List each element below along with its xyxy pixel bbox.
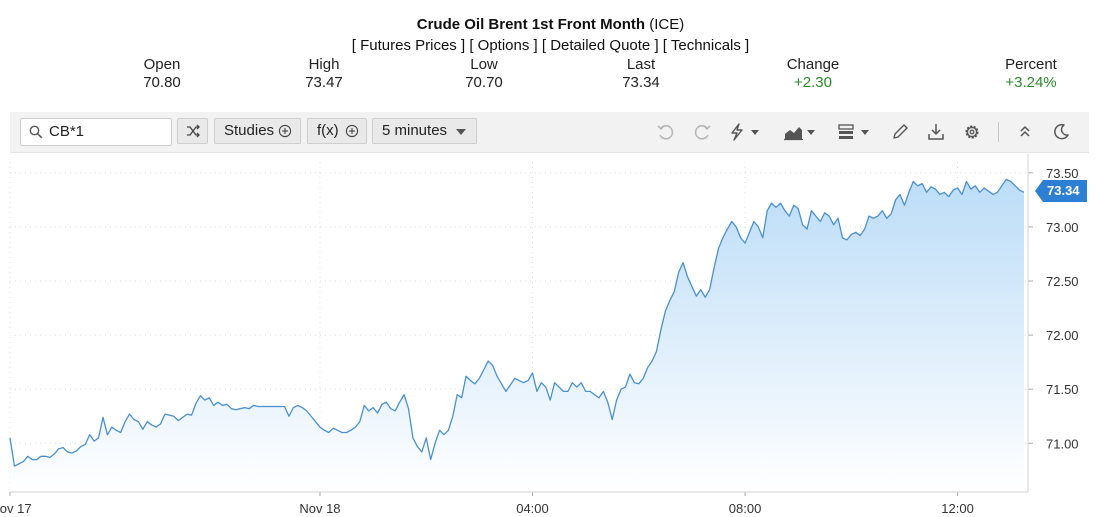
search-icon xyxy=(29,125,43,139)
interval-select[interactable]: 5 minutes xyxy=(372,118,477,144)
toolbar-divider xyxy=(998,122,999,142)
symbol-value: CB*1 xyxy=(49,123,85,140)
functions-label: f(x) xyxy=(317,122,339,139)
instrument-exchange: (ICE) xyxy=(649,16,685,33)
link-technicals[interactable]: [ Technicals ] xyxy=(662,37,750,54)
link-detailed-quote[interactable]: [ Detailed Quote ] xyxy=(541,37,659,54)
stat-label: Percent xyxy=(1005,56,1057,73)
stat-label: High xyxy=(308,56,340,73)
functions-button[interactable]: f(x) xyxy=(307,118,367,144)
add-circle-icon xyxy=(278,124,292,138)
x-tick-label: 08:00 xyxy=(729,501,762,516)
shuffle-icon xyxy=(187,124,200,138)
gear-icon[interactable] xyxy=(961,121,983,143)
quote-stats: Open 70.80 High 73.47 Low 70.70 Last 73.… xyxy=(0,56,1101,96)
area-chart-icon[interactable] xyxy=(782,121,822,143)
moon-icon[interactable] xyxy=(1050,121,1072,143)
stat-value: 70.80 xyxy=(143,74,181,91)
stat-value: +2.30 xyxy=(794,74,832,91)
chart-toolbar: CB*1 Studies f(x) 5 minutes xyxy=(10,112,1089,153)
bar-type-icon[interactable] xyxy=(836,121,876,143)
stat-label: Open xyxy=(143,56,181,73)
y-tick-label: 71.00 xyxy=(1046,436,1079,451)
y-tick-label: 73.50 xyxy=(1046,166,1079,181)
price-tag-shape xyxy=(1035,180,1087,202)
instrument-name: Crude Oil Brent 1st Front Month xyxy=(416,16,646,33)
price-chart-svg: 71.00 71.50 72.00 72.50 73.00 73.50 Nov 17 Nov … xyxy=(0,154,1079,516)
interval-value: 5 minutes xyxy=(382,122,448,139)
stat-last: Last 73.34 xyxy=(607,56,675,92)
lightning-icon[interactable] xyxy=(726,121,766,143)
add-circle-icon xyxy=(345,124,359,138)
last-price-value: 73.34 xyxy=(1047,183,1080,198)
y-tick-label: 72.00 xyxy=(1046,328,1079,343)
stat-label: Last xyxy=(626,56,656,73)
stat-value: 73.47 xyxy=(305,74,343,91)
studies-label: Studies xyxy=(224,122,275,139)
studies-button[interactable]: Studies xyxy=(214,118,301,144)
symbol-search-input[interactable]: CB*1 xyxy=(20,118,172,146)
download-icon[interactable] xyxy=(925,121,947,143)
stat-high: High 73.47 xyxy=(290,56,358,92)
stat-open: Open 70.80 xyxy=(128,56,196,92)
x-tick-label: 12:00 xyxy=(941,501,974,516)
stat-label: Change xyxy=(786,56,840,73)
link-options[interactable]: [ Options ] xyxy=(469,37,538,54)
x-tick-label: Nov 17 xyxy=(0,501,32,516)
stat-percent: Percent +3.24% xyxy=(990,56,1072,92)
stat-value: +3.24% xyxy=(1005,74,1057,91)
price-chart[interactable]: 71.00 71.50 72.00 72.50 73.00 73.50 Nov 17 Nov … xyxy=(0,152,1101,517)
x-tick-label: Nov 18 xyxy=(299,501,340,516)
pencil-icon[interactable] xyxy=(889,121,911,143)
y-tick-label: 72.50 xyxy=(1046,274,1079,289)
last-price-tag: 73.34 xyxy=(1035,180,1087,202)
stat-change: Change +2.30 xyxy=(771,56,855,92)
quote-links: [ Futures Prices ] [ Options ] [ Detaile… xyxy=(0,37,1101,54)
price-area xyxy=(10,179,1024,492)
stat-low: Low 70.70 xyxy=(450,56,518,92)
undo-icon[interactable] xyxy=(655,121,677,143)
link-futures-prices[interactable]: [ Futures Prices ] xyxy=(351,37,466,54)
collapse-icon[interactable] xyxy=(1014,121,1036,143)
y-tick-label: 71.50 xyxy=(1046,382,1079,397)
price-line xyxy=(9,178,1025,467)
compare-button[interactable] xyxy=(177,118,208,144)
quote-header: Crude Oil Brent 1st Front Month (ICE) [ … xyxy=(0,0,1101,112)
stat-value: 73.34 xyxy=(622,74,660,91)
y-tick-label: 73.00 xyxy=(1046,220,1079,235)
caret-down-icon xyxy=(456,129,466,135)
redo-icon[interactable] xyxy=(691,121,713,143)
stat-label: Low xyxy=(470,56,498,73)
x-tick-label: 04:00 xyxy=(516,501,549,516)
instrument-title: Crude Oil Brent 1st Front Month (ICE) xyxy=(0,16,1101,33)
stat-value: 70.70 xyxy=(465,74,503,91)
